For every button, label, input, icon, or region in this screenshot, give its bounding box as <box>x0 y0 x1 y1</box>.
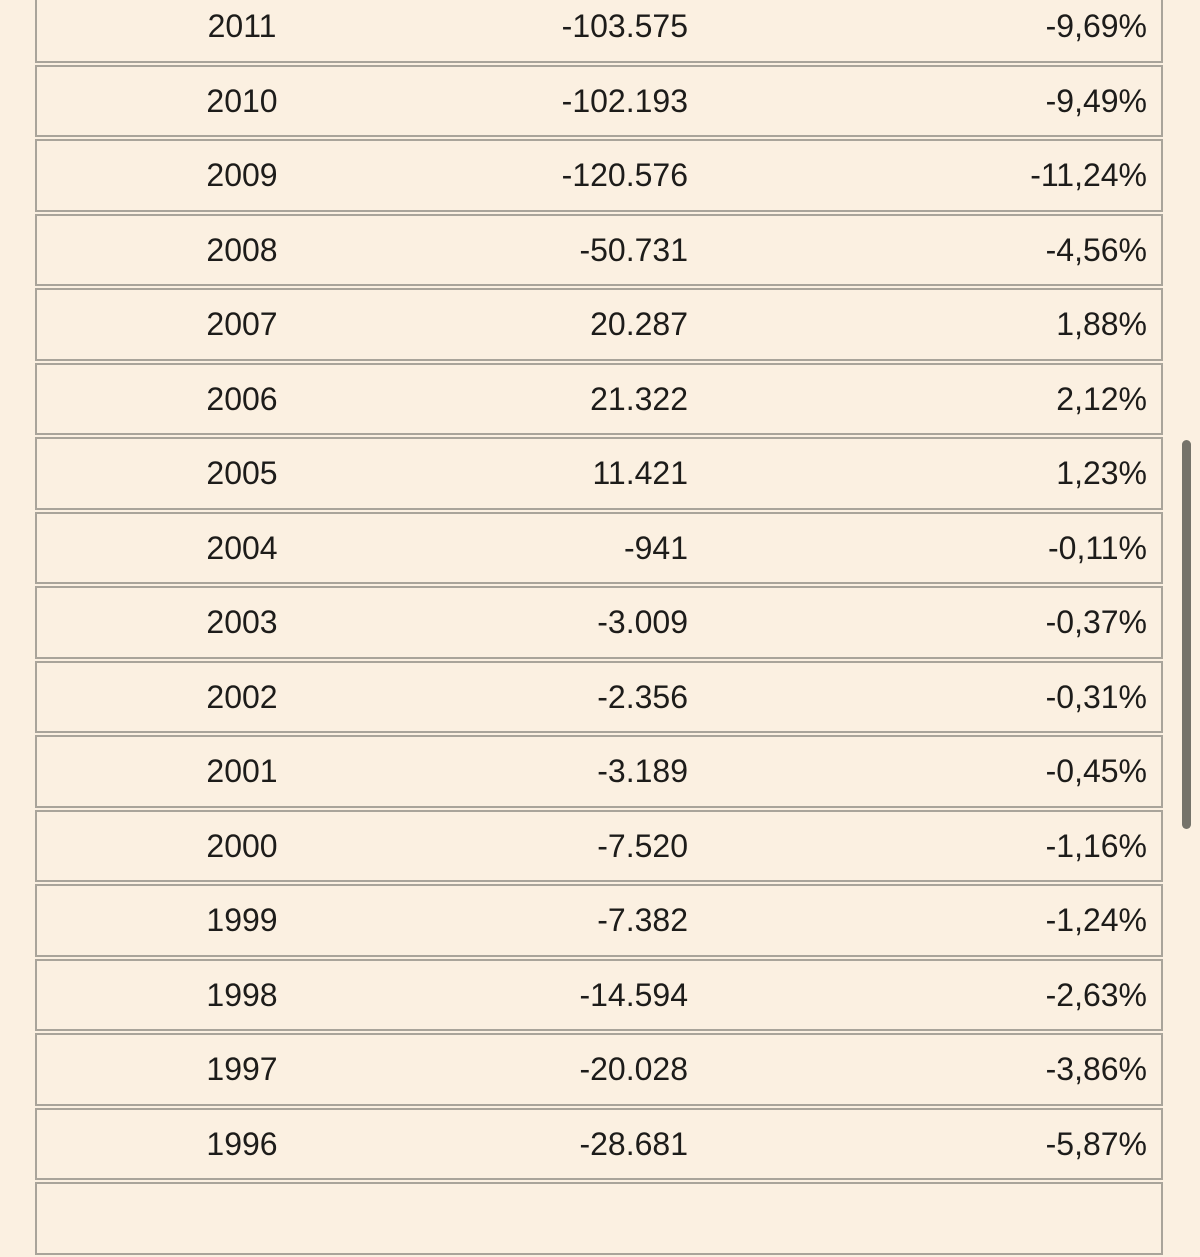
cell-value: -3.189 <box>597 753 688 789</box>
cell-year: 1996 <box>206 1125 278 1162</box>
cell-percent: 2,12% <box>1056 380 1147 417</box>
cell-percent: -5,87% <box>1045 1125 1147 1162</box>
cell-percent: 1,23% <box>1056 455 1147 491</box>
cell-percent: -0,11% <box>1047 529 1147 566</box>
cell-year: 1997 <box>206 1051 278 1087</box>
cell-value: -2.356 <box>597 678 688 715</box>
table-row: 2001 -3.189 -0,45% <box>35 735 1163 808</box>
table-row: 2004 -941 -0,11% <box>35 511 1163 584</box>
cell-value: -3.009 <box>597 604 688 640</box>
cell-value: -28.681 <box>579 1125 688 1162</box>
cell-year: 2011 <box>207 8 277 44</box>
cell-percent: -11,24% <box>1030 157 1147 193</box>
cell-value: 20.287 <box>590 306 688 342</box>
cell-year <box>37 1184 447 1253</box>
cell-value: -20.028 <box>579 1051 688 1087</box>
table-row: 1996 -28.681 -5,87% <box>35 1107 1163 1180</box>
cell-value: -14.594 <box>579 976 688 1013</box>
cell-value: -7.520 <box>597 827 688 864</box>
table-row: 2009 -120.576 -11,24% <box>35 139 1163 212</box>
cell-year: 2002 <box>206 678 278 715</box>
cell-year: 2000 <box>206 827 278 864</box>
table-row: 1998 -14.594 -2,63% <box>35 958 1163 1031</box>
cell-percent: -9,69% <box>1045 8 1147 44</box>
cell-value: 21.322 <box>590 380 688 417</box>
cell-year: 2009 <box>206 157 278 193</box>
cell-year: 1999 <box>206 902 278 938</box>
cell-percent: -1,24% <box>1045 902 1147 938</box>
table-row: 1999 -7.382 -1,24% <box>35 884 1163 957</box>
cell-percent: -4,56% <box>1045 231 1147 268</box>
table-row: 2007 20.287 1,88% <box>35 288 1163 361</box>
table-row: 1997 -20.028 -3,86% <box>35 1033 1163 1106</box>
cell-value: -7.382 <box>597 902 688 938</box>
cell-value: 11.421 <box>592 455 689 491</box>
table-row: 2011 -103.575 -9,69% <box>35 0 1163 63</box>
cell-value: -102.193 <box>561 82 688 119</box>
cell-value: -120.576 <box>561 157 688 193</box>
table-row: 2010 -102.193 -9,49% <box>35 64 1163 137</box>
table-row <box>35 1182 1163 1255</box>
cell-year: 2006 <box>206 380 278 417</box>
table-row: 2005 11.421 1,23% <box>35 437 1163 510</box>
cell-year: 2005 <box>206 455 278 491</box>
cell-percent: -1,16% <box>1045 827 1147 864</box>
cell-value: -50.731 <box>579 231 688 268</box>
cell-year: 2001 <box>206 753 278 789</box>
cell-percent <box>702 1184 1161 1253</box>
cell-percent: -3,86% <box>1045 1051 1147 1087</box>
cell-year: 2010 <box>206 82 278 119</box>
cell-year: 2008 <box>206 231 278 268</box>
cell-year: 1998 <box>206 976 278 1013</box>
cell-percent: -9,49% <box>1045 82 1147 119</box>
scrollbar-thumb[interactable] <box>1182 440 1191 829</box>
cell-value <box>447 1184 702 1253</box>
table-row: 2000 -7.520 -1,16% <box>35 809 1163 882</box>
table-row: 2003 -3.009 -0,37% <box>35 586 1163 659</box>
cell-percent: -0,45% <box>1045 753 1147 789</box>
cell-percent: 1,88% <box>1056 306 1147 342</box>
table-row: 2008 -50.731 -4,56% <box>35 213 1163 286</box>
table-row: 2006 21.322 2,12% <box>35 362 1163 435</box>
data-table: 2011 -103.575 -9,69% 2010 -102.193 -9,49% 2009… <box>35 0 1163 1257</box>
cell-percent: -0,31% <box>1045 678 1147 715</box>
cell-year: 2003 <box>206 604 278 640</box>
cell-year: 2004 <box>206 529 278 566</box>
cell-percent: -2,63% <box>1045 976 1147 1013</box>
cell-percent: -0,37% <box>1045 604 1147 640</box>
table-row: 2002 -2.356 -0,31% <box>35 660 1163 733</box>
cell-year: 2007 <box>206 306 278 342</box>
cell-value: -103.575 <box>561 8 688 44</box>
cell-value: -941 <box>623 529 688 566</box>
